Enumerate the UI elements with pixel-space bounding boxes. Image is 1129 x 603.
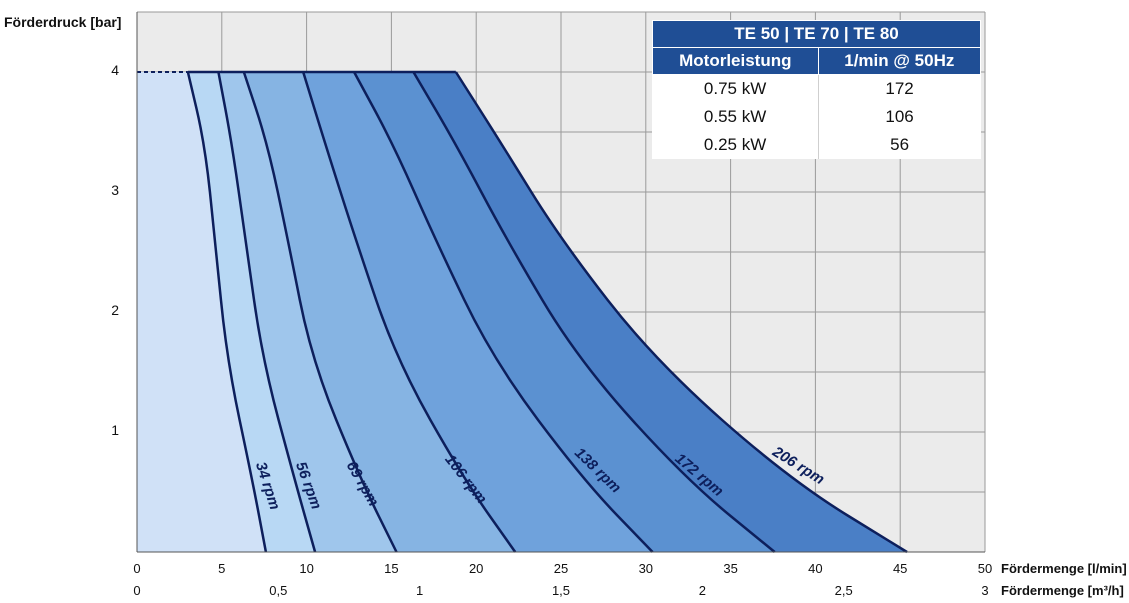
x-tick-label: 45	[892, 561, 908, 576]
y-tick-label: 4	[111, 62, 119, 78]
area-56-rpm	[187, 72, 316, 552]
y-tick-label: 2	[111, 302, 119, 318]
x-tick-label: 30	[638, 561, 654, 576]
area-69-rpm	[218, 72, 397, 552]
legend-row: 0.75 kW 172	[652, 74, 981, 103]
curve-206-rpm	[454, 71, 908, 554]
x-tick-label: 5	[218, 561, 226, 576]
x-tick-label: 50	[977, 561, 993, 576]
x2-tick-label: 1,5	[551, 583, 571, 598]
legend-rpm: 56	[890, 135, 910, 154]
legend-row: 0.55 kW 106	[652, 103, 981, 131]
legend-rpm: 172	[885, 79, 914, 98]
y-tick-label: 3	[111, 182, 119, 198]
legend-table: TE 50 | TE 70 | TE 80 Motorleistung 1/mi…	[652, 20, 982, 159]
area-172-rpm	[354, 72, 775, 552]
pump-curve-areas	[137, 70, 908, 554]
legend-title: TE 50 | TE 70 | TE 80	[652, 20, 981, 48]
legend-power: 0.25 kW	[652, 131, 819, 159]
x2-tick-label: 0	[133, 583, 141, 598]
curve-56-rpm	[217, 71, 317, 553]
x-axis-title-lmin: Fördermenge [l/min]	[1001, 561, 1127, 576]
axes	[136, 12, 985, 553]
y-axis-title: Förderdruck [bar]	[4, 14, 122, 30]
x2-tick-label: 2	[698, 583, 706, 598]
area-34-rpm	[137, 72, 266, 552]
x-tick-label: 0	[133, 561, 141, 576]
x-tick-label: 25	[553, 561, 569, 576]
x2-tick-label: 2,5	[834, 583, 853, 598]
legend-row: 0.25 kW 56	[652, 131, 981, 159]
legend-header-power: Motorleistung	[652, 47, 819, 75]
x-tick-label: 40	[808, 561, 823, 576]
x-tick-label: 10	[299, 561, 314, 576]
curve-172-rpm	[412, 71, 776, 553]
area-206-rpm	[413, 72, 907, 552]
curve-69-rpm	[242, 71, 398, 553]
x2-tick-label: 0,5	[269, 583, 288, 598]
curve-138-rpm	[352, 71, 654, 553]
x-tick-label: 20	[468, 561, 484, 576]
x-tick-label: 35	[723, 561, 738, 576]
area-138-rpm	[303, 72, 653, 552]
legend-rpm: 106	[885, 107, 914, 126]
curve-34-rpm	[186, 71, 268, 553]
legend-power: 0.55 kW	[652, 103, 819, 131]
y-tick-label: 1	[111, 422, 119, 438]
x-tick-label: 15	[384, 561, 399, 576]
x2-tick-label: 1	[416, 583, 424, 598]
x2-tick-label: 3	[981, 583, 989, 598]
legend-power: 0.75 kW	[652, 74, 819, 103]
curve-106-rpm	[302, 71, 517, 553]
legend-header-rpm: 1/min @ 50Hz	[817, 47, 982, 75]
x-axis-title-m3h: Fördermenge [m³/h]	[1001, 583, 1124, 598]
